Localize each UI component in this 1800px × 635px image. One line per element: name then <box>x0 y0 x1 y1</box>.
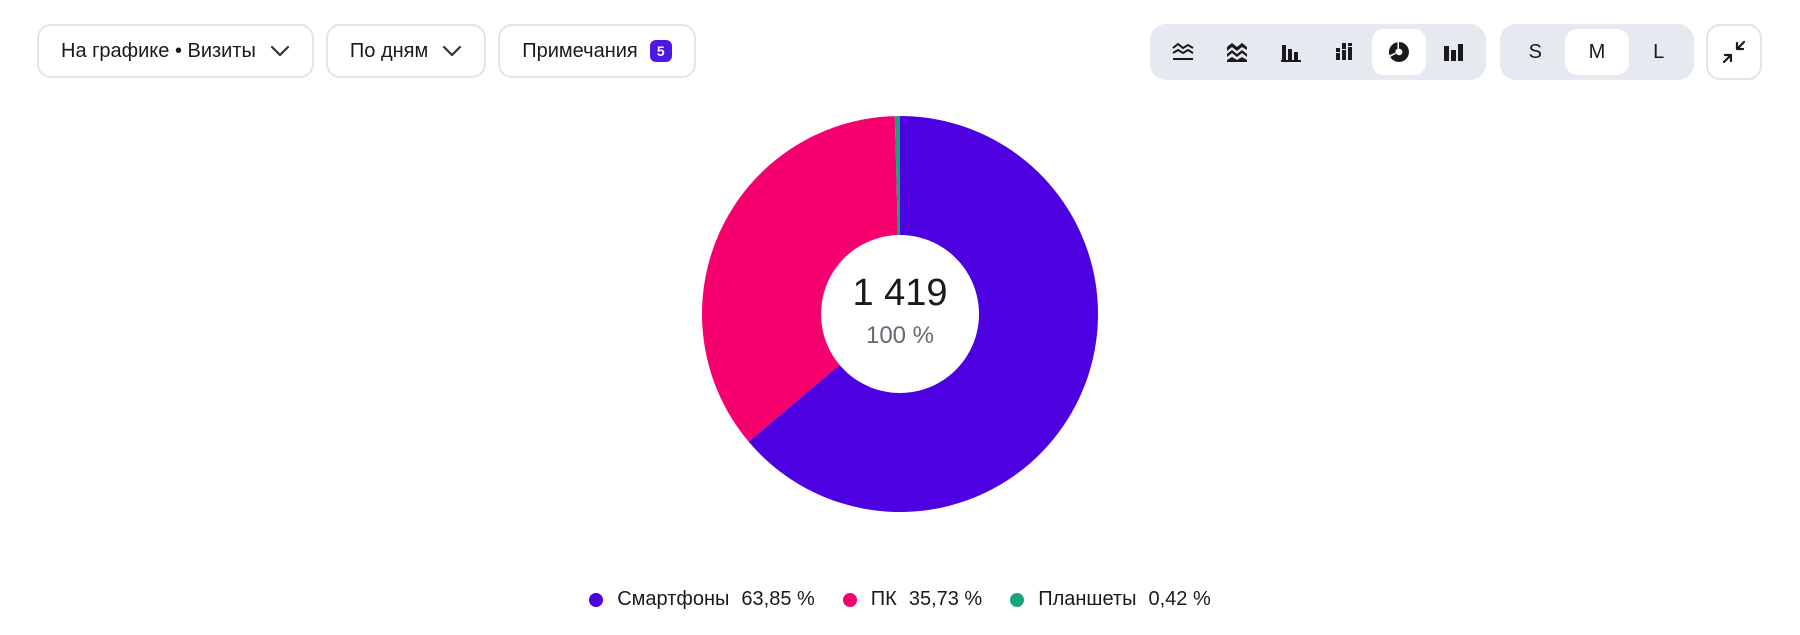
chart-type-stacked-area[interactable] <box>1210 29 1264 75</box>
chart-size-switcher: S M L <box>1500 24 1694 80</box>
metric-dropdown[interactable]: На графике • Визиты <box>37 24 314 78</box>
legend-item[interactable]: Планшеты 0,42 % <box>1010 588 1211 611</box>
legend-name: ПК <box>870 588 897 610</box>
collapse-button[interactable] <box>1706 24 1762 80</box>
legend-name: Смартфоны <box>617 588 730 610</box>
chart-type-stacked-bar[interactable] <box>1318 29 1372 75</box>
legend-dot <box>842 592 857 607</box>
legend-item[interactable]: ПК 35,73 % <box>842 588 983 611</box>
metric-dropdown-label: На графике • Визиты <box>61 39 256 62</box>
notes-button-label: Примечания <box>522 39 638 62</box>
legend-value: 63,85 % <box>741 588 815 610</box>
center-percent: 100 % <box>865 322 935 349</box>
legend-dot <box>589 592 604 607</box>
grouping-dropdown[interactable]: По дням <box>325 24 487 78</box>
legend-name: Планшеты <box>1038 588 1137 610</box>
size-m-label: M <box>1588 40 1606 63</box>
stacked-area-icon <box>1227 43 1247 62</box>
notes-count-badge: 5 <box>649 40 672 62</box>
grouping-dropdown-label: По дням <box>349 39 429 62</box>
bar-chart-icon <box>1281 45 1301 62</box>
legend-value: 35,73 % <box>908 588 983 610</box>
chart-toolbar: На графике • Визиты По дням Примечания 5 <box>37 24 696 78</box>
legend-value: 0,42 % <box>1148 588 1211 610</box>
column-chart-icon <box>1444 44 1463 61</box>
chart-legend: Смартфоны 63,85 % ПК 35,73 % Планшеты 0,42 % <box>0 588 1800 611</box>
chart-type-column[interactable] <box>1426 29 1480 75</box>
stacked-bar-icon <box>1336 43 1352 60</box>
line-chart-icon <box>1172 42 1194 60</box>
size-s-label: S <box>1528 40 1543 63</box>
pie-chart-icon <box>1388 42 1409 62</box>
chart-type-switcher <box>1150 24 1486 80</box>
chart-type-line[interactable] <box>1156 29 1210 75</box>
size-l-button[interactable]: L <box>1629 29 1688 75</box>
size-s-button[interactable]: S <box>1506 29 1565 75</box>
size-m-button[interactable]: M <box>1564 29 1630 75</box>
center-total: 1 419 <box>852 272 948 314</box>
pie-slice-3[interactable] <box>894 116 900 236</box>
chart-type-pie[interactable] <box>1372 29 1426 75</box>
chevron-down-icon <box>270 45 290 57</box>
size-l-label: L <box>1653 40 1665 63</box>
legend-dot <box>1010 592 1025 607</box>
chart-type-bar[interactable] <box>1264 29 1318 75</box>
notes-button[interactable]: Примечания 5 <box>498 24 696 78</box>
chevron-down-icon <box>443 45 462 57</box>
collapse-icon <box>1722 40 1746 64</box>
legend-item[interactable]: Смартфоны 63,85 % <box>589 588 815 611</box>
